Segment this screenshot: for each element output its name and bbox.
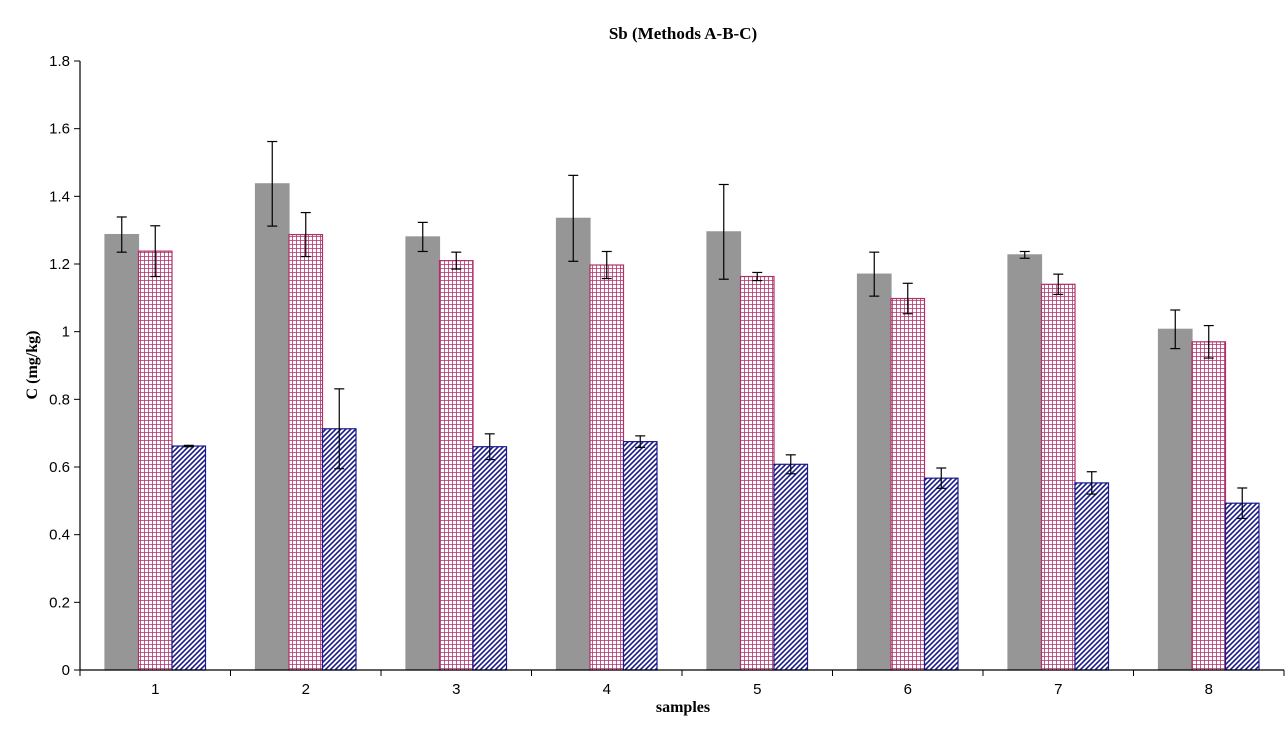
- plot-area: 0 0.2 0.4 0.6 0.8 1 1.2 1.4 1.6 1.8 1 2 3 4 5 6 7 8: [49, 53, 1285, 698]
- bar: [773, 463, 809, 671]
- y-axis-label: C (mg/kg): [24, 331, 41, 400]
- y-tick-label: 1.8: [49, 53, 70, 70]
- x-tick-label: 7: [1054, 681, 1062, 698]
- bar: [405, 236, 441, 671]
- x-tick-label: 6: [904, 681, 912, 698]
- x-tick-label: 2: [302, 681, 310, 698]
- y-tick-label: 1.6: [49, 121, 70, 138]
- x-tick-label: 5: [753, 681, 761, 698]
- y-tick-label: 1.4: [49, 188, 70, 205]
- x-tick-label: 8: [1205, 681, 1213, 698]
- bar: [923, 477, 959, 671]
- bar: [254, 183, 290, 671]
- x-axis-label: samples: [656, 699, 710, 716]
- bar: [739, 275, 775, 671]
- y-tick-label: 1: [62, 324, 70, 341]
- bar: [706, 231, 742, 671]
- bar: [438, 260, 474, 671]
- bar: [1224, 502, 1260, 671]
- y-tick-label: 0: [62, 662, 70, 679]
- bar: [137, 250, 173, 671]
- bar: [1040, 283, 1076, 671]
- bar: [1191, 341, 1227, 671]
- bar: [622, 441, 658, 671]
- bar: [104, 233, 140, 671]
- y-tick-label: 0.8: [49, 391, 70, 408]
- y-tick-label: 1.2: [49, 256, 70, 273]
- x-tick-label: 1: [151, 681, 159, 698]
- bar: [1157, 328, 1193, 671]
- bar: [589, 264, 625, 671]
- x-tick-label: 3: [452, 681, 460, 698]
- bar: [171, 445, 207, 671]
- bar: [288, 233, 324, 671]
- bar: [1007, 254, 1043, 671]
- y-tick-label: 0.6: [49, 459, 70, 476]
- x-tick-label: 4: [603, 681, 611, 698]
- y-tick-label: 0.4: [49, 527, 70, 544]
- bar: [472, 446, 508, 671]
- bar: [555, 217, 591, 671]
- bar: [890, 297, 926, 671]
- bar: [1074, 482, 1110, 671]
- chart-title: Sb (Methods A-B-C): [609, 24, 757, 43]
- bar: [856, 273, 892, 671]
- y-tick-label: 0.2: [49, 594, 70, 611]
